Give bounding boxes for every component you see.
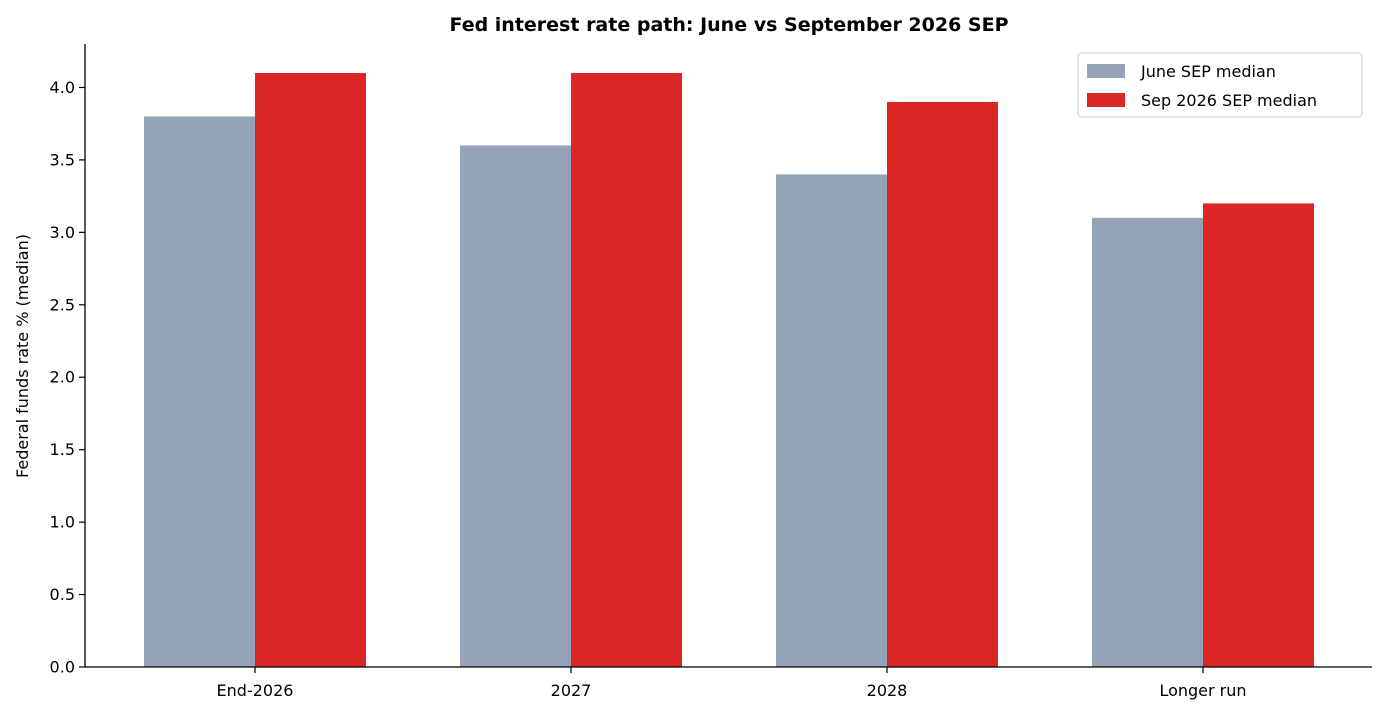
bar-june-2027 bbox=[460, 145, 571, 668]
legend-frame bbox=[1077, 52, 1363, 118]
legend-label-june: June SEP median bbox=[1140, 62, 1276, 81]
bar-june-2028 bbox=[776, 174, 887, 667]
y-tick-label: 2.5 bbox=[50, 295, 75, 314]
y-tick-label: 1.0 bbox=[50, 513, 75, 532]
y-tick-label: 3.0 bbox=[50, 223, 75, 242]
y-tick-label: 2.0 bbox=[50, 368, 75, 387]
chart-title: Fed interest rate path: June vs Septembe… bbox=[449, 14, 1008, 36]
x-tick-label: 2028 bbox=[867, 681, 908, 700]
x-tick-label: End-2026 bbox=[217, 681, 294, 700]
x-tick-label: Longer run bbox=[1159, 681, 1246, 700]
bars-layer bbox=[144, 72, 1314, 668]
y-tick-label: 1.5 bbox=[50, 440, 75, 459]
bar-sep-2028 bbox=[887, 101, 998, 667]
axes-layer: 0.0 0.5 1.0 1.5 2.0 2.5 3.0 3.5 4.0 End-2026 2027 2… bbox=[50, 44, 1372, 700]
y-tick-label: 0.0 bbox=[50, 658, 75, 677]
legend-swatch-sep bbox=[1087, 93, 1125, 107]
bar-june-longer-run bbox=[1092, 217, 1203, 667]
y-axis-label: Federal funds rate % (median) bbox=[13, 234, 32, 478]
bar-june-end-2026 bbox=[144, 116, 255, 667]
bar-sep-2027 bbox=[571, 72, 682, 667]
legend-label-sep: Sep 2026 SEP median bbox=[1141, 91, 1317, 110]
y-tick-label: 0.5 bbox=[50, 585, 75, 604]
bar-sep-end-2026 bbox=[255, 72, 366, 667]
legend: June SEP median Sep 2026 SEP median bbox=[1077, 52, 1363, 118]
y-tick-label: 3.5 bbox=[50, 150, 75, 169]
y-tick-label: 4.0 bbox=[50, 78, 75, 97]
x-tick-label: 2027 bbox=[551, 681, 592, 700]
bar-sep-longer-run bbox=[1203, 203, 1314, 668]
legend-swatch-june bbox=[1087, 64, 1125, 78]
